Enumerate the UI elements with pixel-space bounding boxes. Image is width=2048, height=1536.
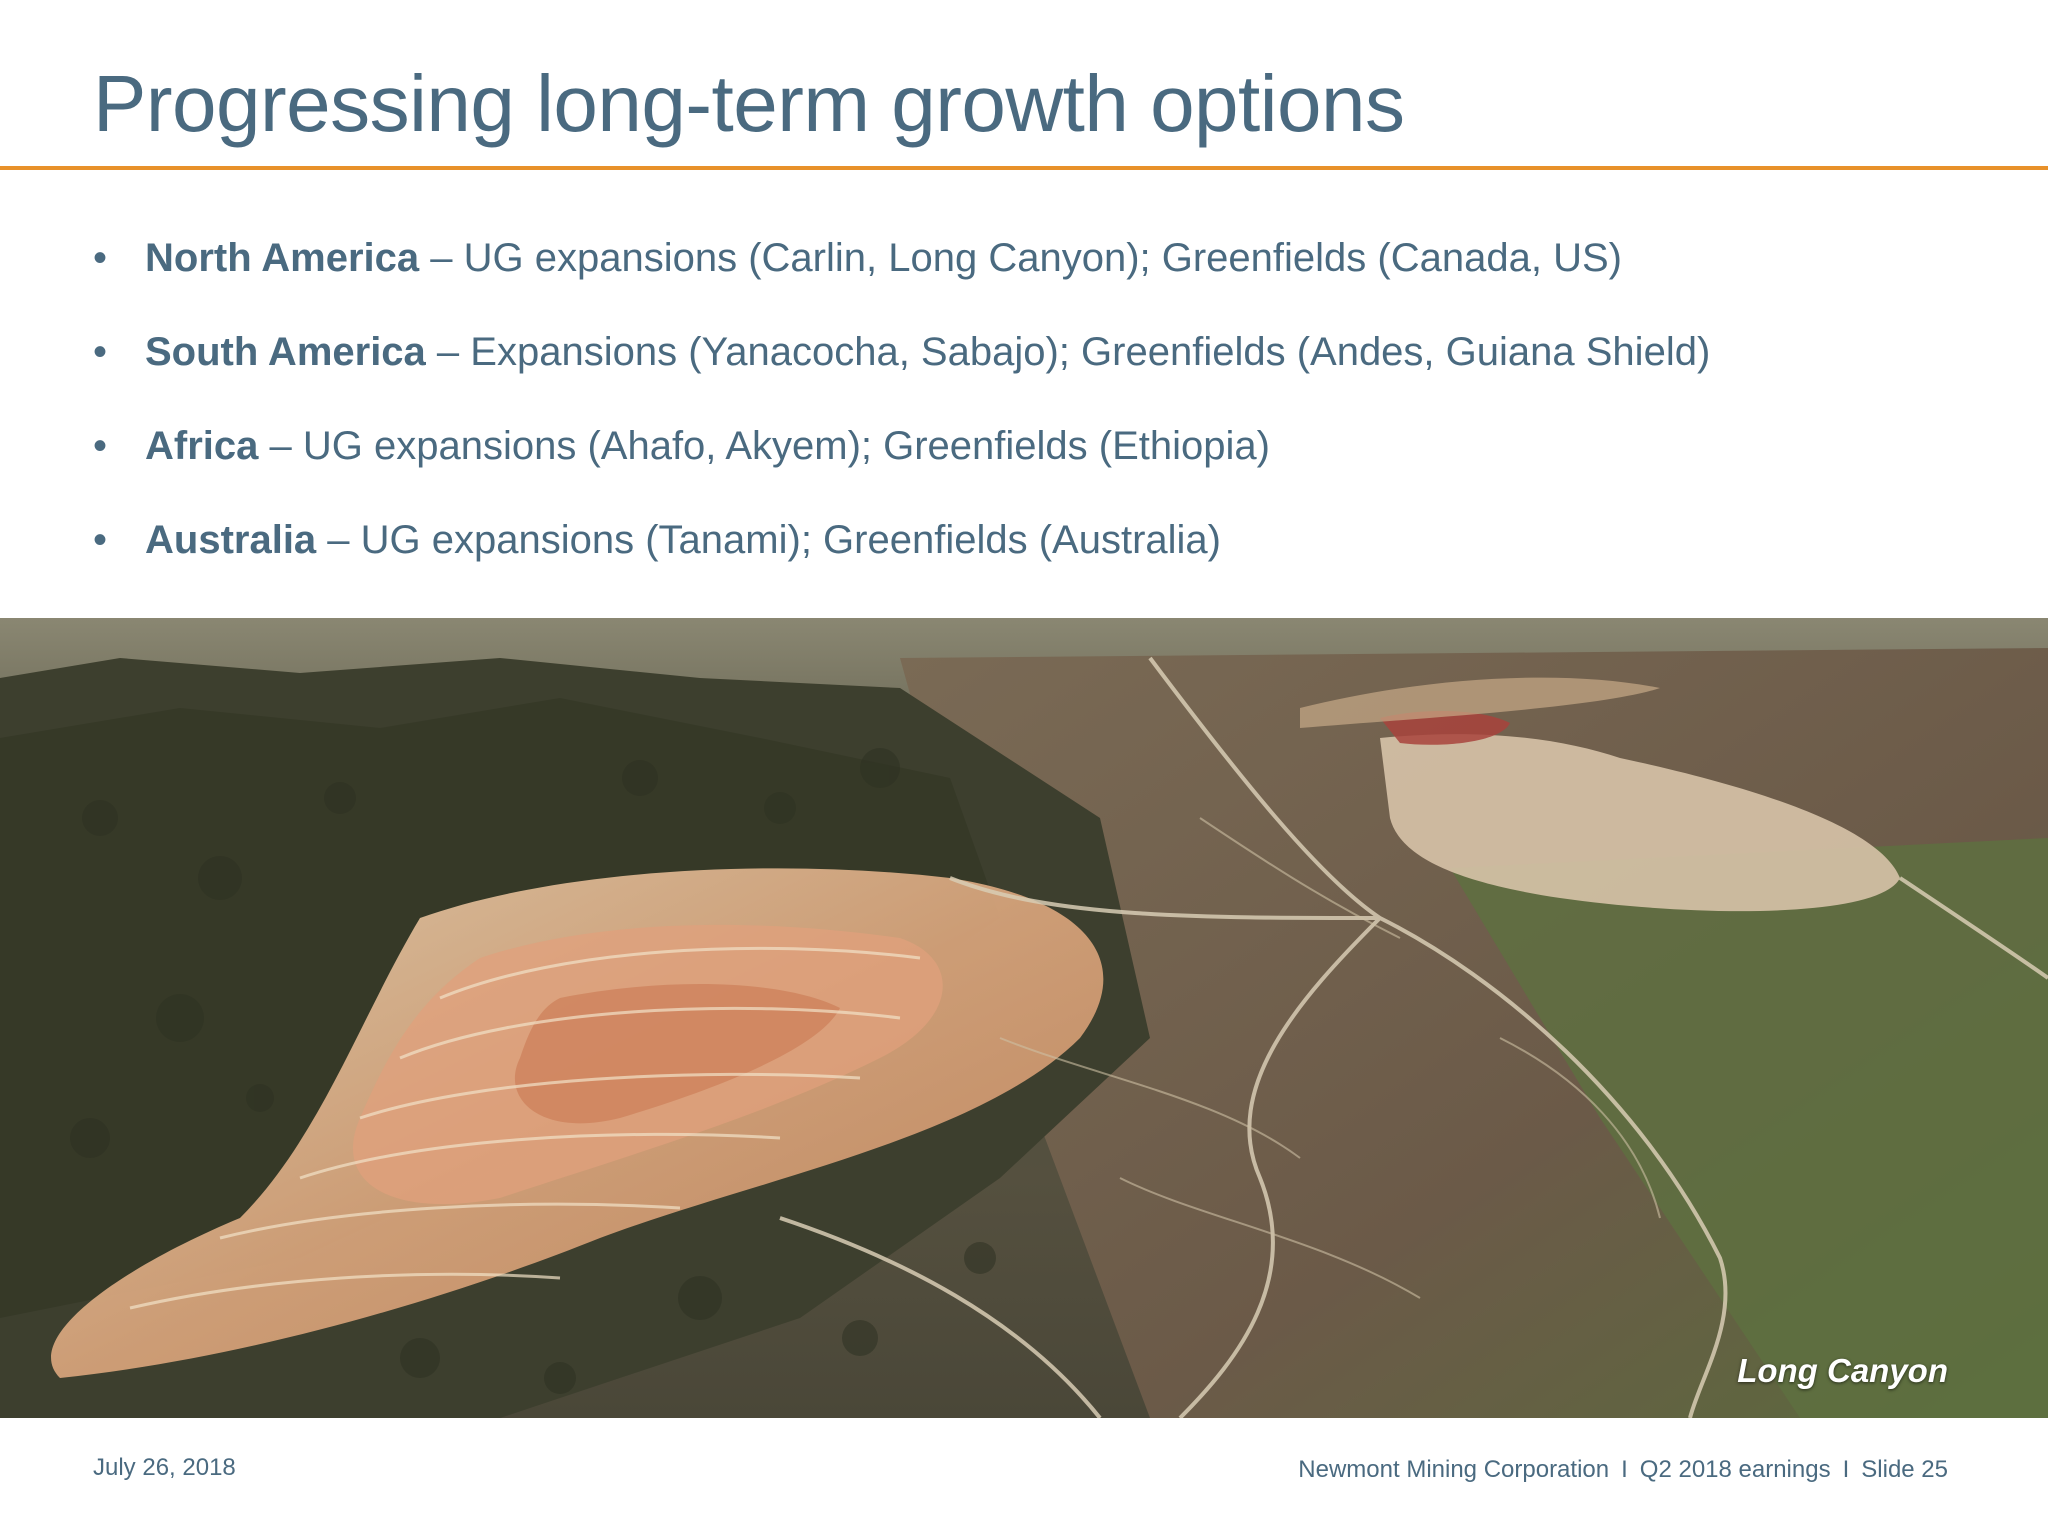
slide-title: Progressing long-term growth options <box>93 59 1405 148</box>
footer-date: July 26, 2018 <box>93 1454 236 1481</box>
bullet-region: North America <box>145 236 420 280</box>
bullet-marker: • <box>93 518 108 562</box>
bullet-text: South America – Expansions (Yanacocha, S… <box>145 324 1710 380</box>
title-divider <box>0 166 2048 170</box>
aerial-landscape-illustration <box>0 618 2048 1418</box>
photo-caption: Long Canyon <box>1737 1352 1948 1389</box>
bullet-text: Africa – UG expansions (Ahafo, Akyem); G… <box>145 418 1270 474</box>
bullet-detail: – UG expansions (Ahafo, Akyem); Greenfie… <box>258 424 1270 468</box>
bullet-marker: • <box>93 330 108 374</box>
bullet-detail: – Expansions (Yanacocha, Sabajo); Greenf… <box>425 330 1711 374</box>
aerial-mine-photo: Long Canyon <box>0 618 2048 1418</box>
bullet-item: • Australia – UG expansions (Tanami); Gr… <box>93 512 1993 606</box>
bullet-item: • South America – Expansions (Yanacocha,… <box>93 324 1993 418</box>
bullet-list: • North America – UG expansions (Carlin,… <box>93 230 1993 606</box>
bullet-text: Australia – UG expansions (Tanami); Gree… <box>145 512 1221 568</box>
footer-slide-number: Slide 25 <box>1861 1456 1948 1483</box>
bullet-region: Africa <box>145 424 259 468</box>
bullet-detail: – UG expansions (Tanami); Greenfields (A… <box>316 518 1221 562</box>
bullet-text: North America – UG expansions (Carlin, L… <box>145 230 1622 286</box>
footer-company: Newmont Mining Corporation <box>1298 1456 1610 1483</box>
footer-info: Newmont Mining Corporation I Q2 2018 earni… <box>1298 1456 1948 1484</box>
footer-separator: I <box>1621 1456 1628 1483</box>
bullet-region: South America <box>145 330 426 374</box>
bullet-marker: • <box>93 424 108 468</box>
bullet-item: • Africa – UG expansions (Ahafo, Akyem);… <box>93 418 1993 512</box>
bullet-region: Australia <box>145 518 317 562</box>
bullet-item: • North America – UG expansions (Carlin,… <box>93 230 1993 324</box>
footer-separator: I <box>1842 1456 1850 1483</box>
bullet-marker: • <box>93 236 108 280</box>
footer-event: Q2 2018 earnings <box>1639 1456 1831 1483</box>
bullet-detail: – UG expansions (Carlin, Long Canyon); G… <box>419 236 1622 280</box>
